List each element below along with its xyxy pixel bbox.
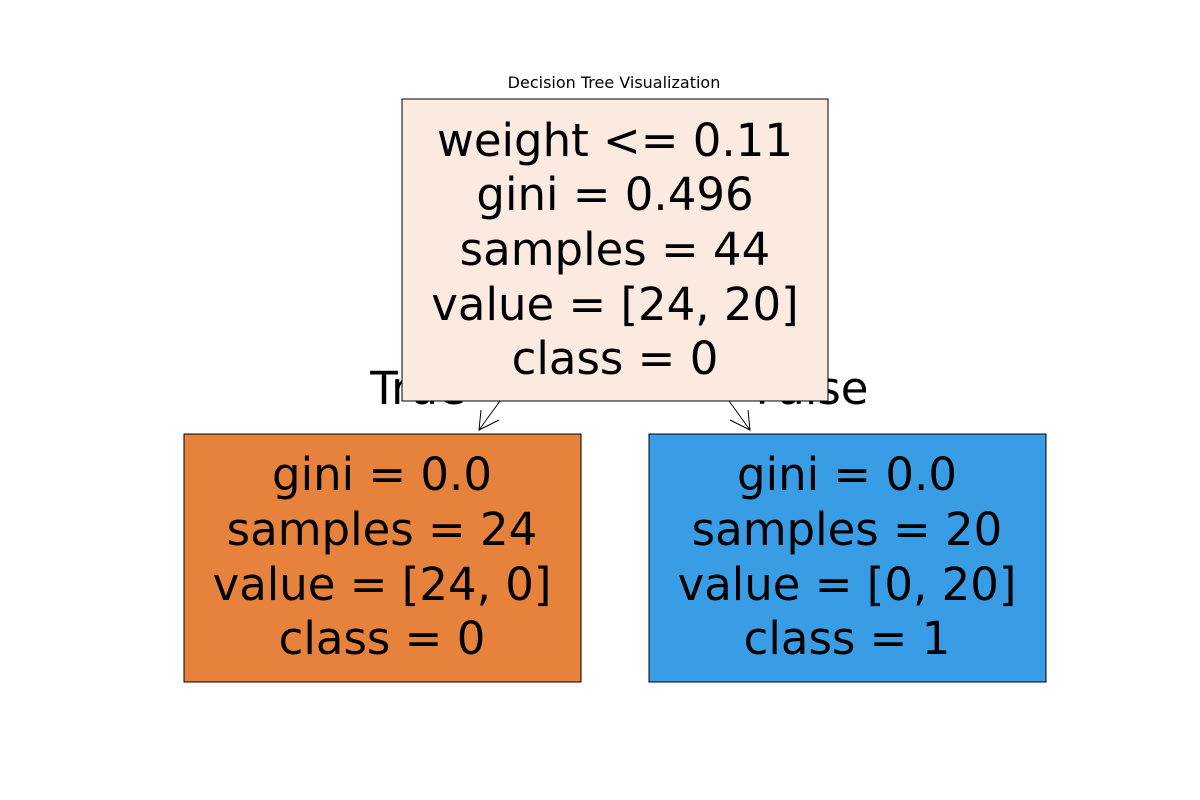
node-box: [401, 98, 829, 402]
edge-root-left: [478, 400, 501, 431]
node-line: class = 0: [279, 612, 486, 665]
node-line: gini = 0.0: [272, 448, 492, 501]
edge-root-right: [728, 400, 751, 431]
node-line: class = 0: [512, 332, 719, 385]
node-line: samples = 24: [227, 503, 538, 556]
node-line: gini = 0.0: [737, 448, 957, 501]
node-line: value = [24, 0]: [213, 558, 552, 611]
node-line: class = 1: [744, 612, 951, 665]
node-line: samples = 20: [692, 503, 1003, 556]
node-line: weight <= 0.11: [437, 114, 793, 167]
tree-node-right-leaf: gini = 0.0 samples = 20 value = [0, 20] …: [648, 433, 1047, 683]
node-box: [648, 433, 1047, 683]
node-line: samples = 44: [460, 223, 771, 276]
chart-title: Decision Tree Visualization: [508, 73, 721, 92]
node-box: [183, 433, 582, 683]
node-line: gini = 0.496: [476, 168, 753, 221]
node-line: value = [24, 20]: [431, 278, 798, 331]
tree-node-left-leaf: gini = 0.0 samples = 24 value = [24, 0] …: [183, 433, 582, 683]
tree-node-root: weight <= 0.11 gini = 0.496 samples = 44…: [401, 98, 829, 402]
node-line: value = [0, 20]: [678, 558, 1017, 611]
